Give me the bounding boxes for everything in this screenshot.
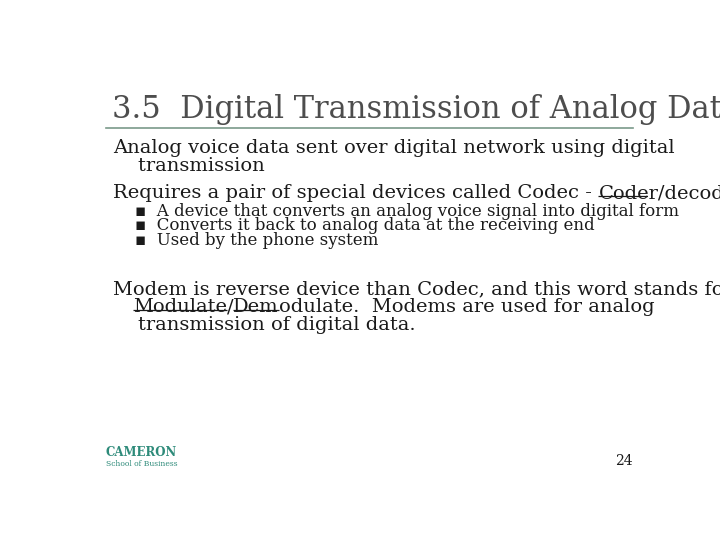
Text: CAMERON: CAMERON <box>106 446 176 459</box>
Text: ▪  A device that converts an analog voice signal into digital form: ▪ A device that converts an analog voice… <box>135 202 679 220</box>
Text: Modem is reverse device than Codec, and this word stands for: Modem is reverse device than Codec, and … <box>113 280 720 299</box>
Text: Coder/decoder: Coder/decoder <box>598 184 720 202</box>
Text: transmission of digital data.: transmission of digital data. <box>113 316 416 334</box>
Text: School of Business: School of Business <box>106 460 177 468</box>
Text: transmission: transmission <box>113 157 265 175</box>
Text: ▪  Used by the phone system: ▪ Used by the phone system <box>135 232 378 249</box>
Text: Analog voice data sent over digital network using digital: Analog voice data sent over digital netw… <box>113 139 675 158</box>
Text: 24: 24 <box>615 454 632 468</box>
Text: Dem: Dem <box>233 298 279 316</box>
Text: odulate.  Modems are used for analog: odulate. Modems are used for analog <box>279 298 654 316</box>
Text: 3.5  Digital Transmission of Analog Data: 3.5 Digital Transmission of Analog Data <box>112 94 720 125</box>
Text: /: / <box>227 298 233 316</box>
Text: Modulate: Modulate <box>132 298 227 316</box>
Text: Requires a pair of special devices called Codec -: Requires a pair of special devices calle… <box>113 184 598 202</box>
Text: ▪  Converts it back to analog data at the receiving end: ▪ Converts it back to analog data at the… <box>135 217 595 234</box>
